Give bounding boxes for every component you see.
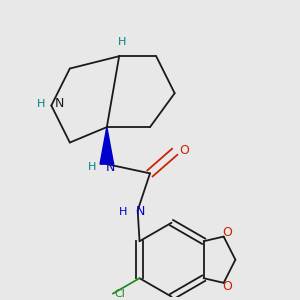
Text: O: O — [222, 226, 232, 239]
Text: O: O — [222, 280, 232, 293]
Text: H: H — [37, 99, 45, 109]
Text: H: H — [88, 162, 96, 172]
Text: Cl: Cl — [114, 289, 125, 298]
Text: O: O — [179, 144, 189, 157]
Text: H: H — [118, 37, 126, 47]
Polygon shape — [100, 127, 114, 164]
Text: N: N — [54, 98, 64, 110]
Text: N: N — [105, 161, 115, 174]
Text: H: H — [118, 207, 127, 217]
Text: N: N — [136, 206, 146, 218]
